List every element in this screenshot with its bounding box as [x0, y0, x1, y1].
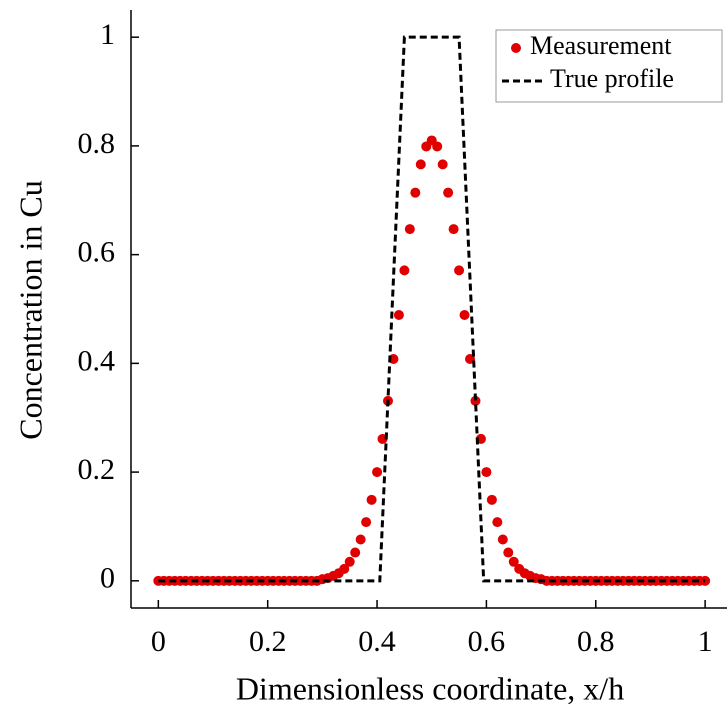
data-point	[486, 494, 497, 505]
data-point	[470, 395, 481, 406]
x-tick-label: 0.6	[468, 625, 506, 658]
data-point	[432, 141, 443, 152]
data-point	[355, 534, 366, 545]
legend-label: True profile	[550, 64, 674, 93]
data-point	[415, 159, 426, 170]
legend-box	[495, 29, 723, 103]
legend-label: Measurement	[530, 31, 672, 60]
x-axis-label: Dimensionless coordinate, x/h	[236, 670, 624, 706]
x-tick-label: 1	[698, 625, 713, 658]
data-point	[372, 467, 383, 478]
y-tick-label: 1	[100, 18, 115, 51]
y-tick-label: 0	[100, 562, 115, 595]
x-tick-label: 0	[151, 625, 166, 658]
y-tick-label: 0.2	[78, 453, 116, 486]
profile-line	[158, 35, 706, 583]
data-point	[344, 556, 355, 567]
data-point	[410, 187, 421, 198]
data-point	[393, 309, 404, 320]
y-tick-label: 0.8	[78, 127, 116, 160]
data-point	[492, 517, 503, 528]
data-point	[508, 556, 519, 567]
x-tick-label: 0.8	[577, 625, 615, 658]
data-point	[459, 309, 470, 320]
y-tick-label: 0.4	[78, 344, 116, 377]
data-point	[361, 517, 372, 528]
y-axis-label: Concentration in Cu	[12, 180, 48, 440]
data-point	[366, 494, 377, 505]
x-tick-label: 0.4	[358, 625, 396, 658]
data-point	[448, 224, 459, 235]
data-point	[503, 547, 514, 558]
data-point	[443, 187, 454, 198]
data-point	[497, 534, 508, 545]
data-point	[404, 224, 415, 235]
data-point	[339, 563, 350, 574]
data-point	[481, 467, 492, 478]
data-point	[399, 265, 410, 276]
data-point	[350, 547, 361, 558]
legend-marker	[511, 43, 521, 53]
y-tick-label: 0.6	[78, 236, 116, 269]
data-point	[454, 265, 465, 276]
data-point	[437, 159, 448, 170]
x-tick-label: 0.2	[249, 625, 287, 658]
